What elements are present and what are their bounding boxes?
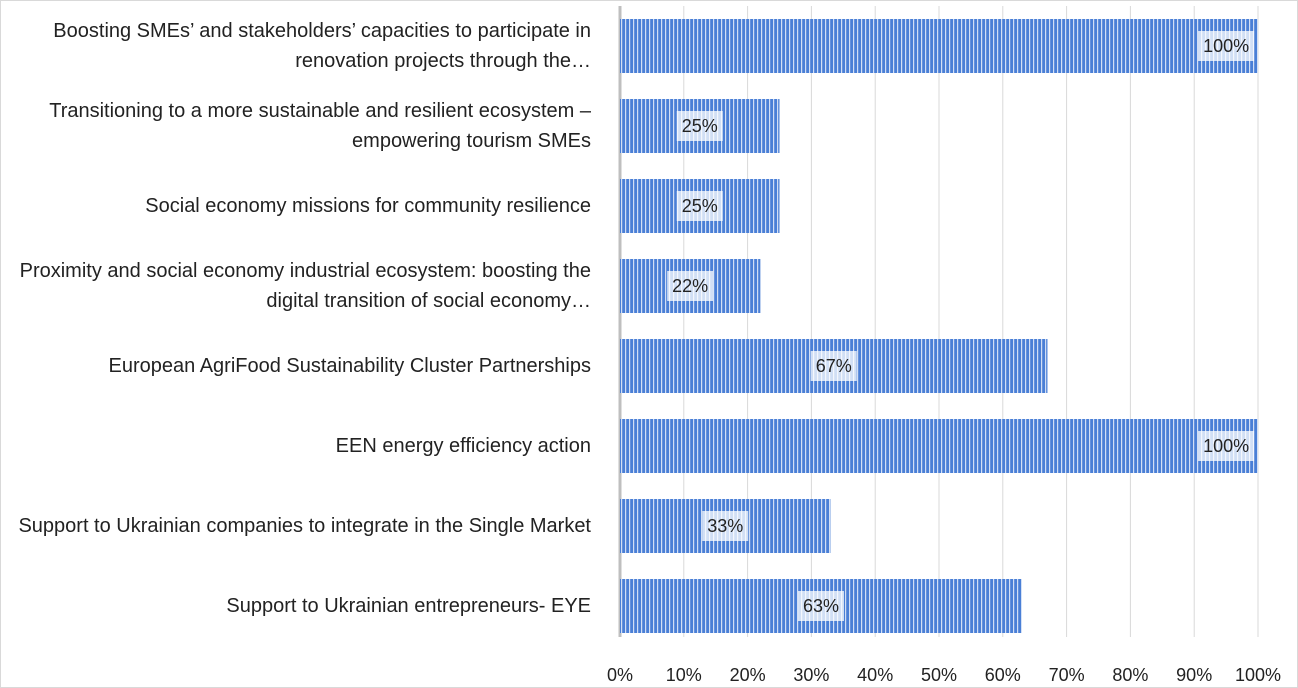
y-tick-label: Proximity and social economy industrial …: [19, 260, 591, 312]
y-tick-label: European AgriFood Sustainability Cluster…: [108, 355, 591, 377]
value-label-bg: [810, 351, 857, 381]
value-label-bg: [1198, 431, 1255, 461]
x-tick-label: 50%: [921, 665, 957, 685]
value-label: 100%: [1203, 436, 1249, 456]
x-tick-label: 60%: [985, 665, 1021, 685]
value-label-bg: [1198, 31, 1255, 61]
y-tick-label: Boosting SMEs’ and stakeholders’ capacit…: [53, 20, 591, 72]
value-label: 25%: [682, 196, 718, 216]
x-tick-label: 0%: [607, 665, 633, 685]
y-tick-label: Social economy missions for community re…: [145, 195, 591, 217]
x-tick-label: 80%: [1112, 665, 1148, 685]
value-label-bg: [676, 191, 723, 221]
y-tick-label: EEN energy efficiency action: [335, 435, 591, 457]
bar: [620, 19, 1258, 73]
value-label-bg: [667, 271, 714, 301]
x-tick-label: 90%: [1176, 665, 1212, 685]
value-label-bg: [702, 511, 749, 541]
x-tick-label: 70%: [1049, 665, 1085, 685]
y-tick-label: Support to Ukrainian companies to integr…: [18, 515, 591, 537]
value-label: 67%: [816, 356, 852, 376]
value-label: 100%: [1203, 36, 1249, 56]
bar: [620, 419, 1258, 473]
value-label: 33%: [707, 516, 743, 536]
value-label: 63%: [803, 596, 839, 616]
value-label: 25%: [682, 116, 718, 136]
value-label-bg: [676, 111, 723, 141]
x-tick-label: 30%: [793, 665, 829, 685]
x-tick-label: 40%: [857, 665, 893, 685]
x-tick-label: 100%: [1235, 665, 1281, 685]
y-tick-label: Support to Ukrainian entrepreneurs- EYE: [226, 595, 591, 617]
value-label-bg: [797, 591, 844, 621]
x-tick-label: 10%: [666, 665, 702, 685]
x-tick-label: 20%: [730, 665, 766, 685]
value-label: 22%: [672, 276, 708, 296]
y-tick-label: Transitioning to a more sustainable and …: [49, 100, 591, 152]
